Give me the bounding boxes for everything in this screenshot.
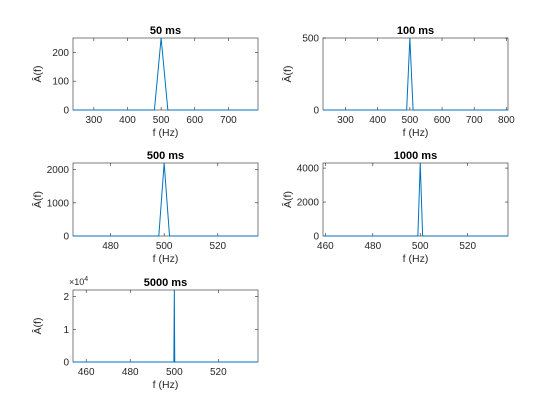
subplot-3: 480 500 520 0 1000 2000 500 ms f (Hz) Â(f) [31, 150, 259, 265]
x-tick-label: 500 [166, 367, 183, 378]
x-tick-label: 480 [364, 241, 381, 252]
series-line-1 [73, 289, 258, 363]
y-tick-label: 2000 [47, 165, 70, 176]
x-tick-label: 800 [498, 115, 515, 126]
x-tick-label: 400 [369, 115, 386, 126]
x-tick-label: 480 [122, 367, 139, 378]
x-axis-label: f (Hz) [153, 379, 179, 391]
series-line-1 [323, 37, 508, 111]
x-axis-label: f (Hz) [403, 253, 429, 265]
y-axis-label: Â(f) [281, 191, 294, 208]
subplot-title: 5000 ms [144, 277, 187, 289]
y-axis-label: Â(f) [281, 66, 294, 83]
y-tick-label: 0 [63, 106, 69, 117]
subplot-title: 100 ms [397, 25, 434, 37]
axes-box [322, 162, 509, 237]
x-tick-label: 520 [210, 367, 227, 378]
y-axis-label: Â(f) [31, 66, 44, 83]
subplot-2: 300 400 500 600 700 800 0 500 100 ms f (Hz) Â(f) [281, 25, 515, 139]
y-tick-label: 200 [52, 48, 69, 59]
x-tick-label: 500 [156, 241, 173, 252]
x-axis-label: f (Hz) [403, 127, 429, 139]
subplot-title: 50 ms [150, 25, 181, 37]
y-exponent-value: 4 [84, 276, 88, 283]
y-tick-label: 1 [63, 325, 69, 336]
y-tick-label: 100 [52, 77, 69, 88]
x-tick-label: 500 [412, 241, 429, 252]
subplot-5: 460 480 500 520 0 1 2×104 5000 ms f (Hz) Â(f) [31, 276, 259, 391]
y-tick-label: 500 [302, 34, 319, 45]
x-tick-label: 480 [102, 241, 119, 252]
x-tick-label: 520 [459, 241, 476, 252]
x-tick-label: 460 [317, 241, 334, 252]
x-tick-label: 300 [337, 115, 354, 126]
y-exponent-label: ×104 [69, 276, 88, 287]
y-tick-label: 2000 [297, 198, 320, 209]
y-axis-label: Â(f) [31, 318, 44, 335]
series-line-1 [73, 37, 258, 111]
series-line-1 [73, 162, 258, 237]
y-tick-label: 0 [63, 358, 69, 369]
x-tick-label: 600 [434, 115, 451, 126]
y-tick-label: 0 [313, 106, 319, 117]
x-tick-label: 600 [186, 115, 203, 126]
y-tick-label: 2 [63, 292, 69, 303]
subplot-title: 500 ms [147, 150, 184, 162]
axes-box [72, 162, 259, 237]
series-line-1 [323, 162, 508, 237]
x-tick-label: 460 [78, 367, 95, 378]
axes-box [72, 37, 259, 111]
x-axis-label: f (Hz) [153, 127, 179, 139]
subplot-title: 1000 ms [394, 150, 437, 162]
x-axis-label: f (Hz) [153, 253, 179, 265]
x-tick-label: 500 [402, 115, 419, 126]
subplot-4: 460 480 500 520 0 2000 4000 1000 ms f (Hz) Â(f) [281, 150, 509, 265]
y-tick-label: 0 [63, 232, 69, 243]
y-tick-label: 1000 [47, 198, 70, 209]
x-tick-label: 500 [153, 115, 170, 126]
x-tick-label: 700 [220, 115, 237, 126]
x-tick-label: 700 [466, 115, 483, 126]
x-tick-label: 400 [119, 115, 136, 126]
axes-box [72, 289, 259, 363]
x-tick-label: 520 [209, 241, 226, 252]
y-tick-label: 0 [313, 232, 319, 243]
y-axis-label: Â(f) [31, 191, 44, 208]
y-tick-label: 4000 [297, 164, 320, 175]
subplot-1: 300 400 500 600 700 0 100 200 50 ms f (Hz) Â(f) [31, 25, 259, 139]
axes-box [322, 37, 509, 111]
x-tick-label: 300 [86, 115, 103, 126]
